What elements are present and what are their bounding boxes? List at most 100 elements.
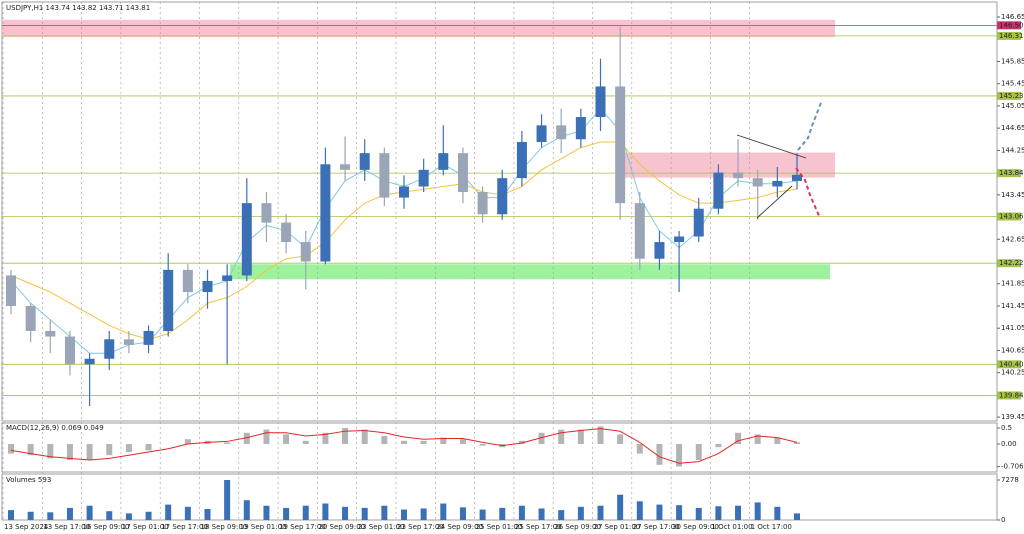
level-label: 139.84: [999, 391, 1024, 399]
macd-bar: [322, 432, 329, 444]
volume-bar: [125, 513, 132, 520]
macd-bar: [518, 440, 525, 444]
candle-body: [713, 172, 724, 209]
volume-bar: [106, 511, 113, 520]
volume-bar: [735, 505, 742, 520]
y-tick-label: 144.25: [1001, 146, 1024, 154]
macd-bar: [283, 434, 290, 444]
macd-bar: [754, 434, 761, 444]
y-tick-label: 145.05: [1001, 102, 1024, 110]
y-tick-label: 142.65: [1001, 235, 1024, 243]
y-tick-label: 141.05: [1001, 324, 1024, 332]
level-label: 145.23: [999, 92, 1024, 100]
level-label-box: [997, 391, 1021, 400]
candle-body: [104, 339, 115, 359]
macd-bar: [597, 426, 604, 444]
level-label: 140.40: [999, 360, 1024, 368]
level-label-box: [997, 21, 1021, 30]
candle-body: [182, 269, 193, 293]
volume-bar: [479, 509, 486, 520]
volume-bar: [695, 507, 702, 520]
macd-bar: [577, 429, 584, 444]
volume-bar: [224, 480, 231, 520]
macd-bar: [715, 443, 722, 448]
level-label-box: [997, 169, 1021, 178]
x-tick-label: 27 Sep 01:00: [594, 523, 641, 531]
candle-body: [536, 125, 547, 143]
level-label-box: [997, 212, 1021, 221]
macd-bar: [263, 429, 270, 444]
macd-bar: [86, 443, 93, 460]
candle-body: [359, 153, 370, 170]
x-tick-label: 17 Sep 01:00: [122, 523, 169, 531]
macd-bar: [27, 443, 34, 456]
macd-bar: [440, 437, 447, 444]
x-tick-label: 23 Sep 17:00: [397, 523, 444, 531]
macd-bar: [342, 427, 349, 444]
zone: [2, 19, 835, 38]
y-tick-label: 0: [1001, 516, 1005, 524]
volume-bar: [577, 506, 584, 520]
volume-bar: [145, 511, 152, 520]
level-label-box: [997, 91, 1021, 100]
macd-bar: [774, 437, 781, 444]
candle-body: [64, 336, 75, 365]
x-tick-label: 18 Sep 09:00: [201, 523, 248, 531]
candle-body: [438, 153, 449, 170]
candle-body: [674, 236, 685, 243]
x-tick-label: 25 Sep 01:00: [476, 523, 523, 531]
volume-bar: [401, 509, 407, 520]
forecast-up: [797, 99, 823, 151]
volume-bar: [499, 507, 506, 520]
macd-bar: [459, 439, 466, 444]
macd-bar: [145, 443, 152, 451]
x-tick-label: 24 Sep 09:00: [436, 523, 483, 531]
level-label: 143.84: [999, 169, 1024, 177]
volume-bar: [184, 506, 191, 520]
candle-body: [281, 222, 292, 243]
macd-bar: [676, 443, 683, 467]
macd-bar: [558, 429, 565, 444]
main-panel: [1, 1, 998, 422]
candle-body: [556, 125, 567, 140]
macd-bar: [381, 435, 388, 444]
candle-body: [261, 203, 272, 223]
candle-body: [45, 330, 56, 337]
volume-bar: [440, 503, 447, 520]
y-tick-label: 7278: [1001, 476, 1019, 484]
x-tick-label: 1 Oct 17:00: [751, 523, 792, 531]
candle-body: [457, 153, 468, 193]
macd-bar: [66, 443, 73, 460]
macd-bar: [243, 432, 250, 444]
volume-bar: [518, 505, 525, 520]
volume-bar: [302, 505, 309, 520]
volume-bar: [165, 504, 172, 520]
volume-bar: [27, 511, 34, 520]
candle-body: [25, 305, 36, 331]
candle-body: [241, 203, 252, 276]
volume-bar: [754, 502, 761, 520]
candle-body: [654, 242, 665, 259]
candle-body: [163, 269, 174, 331]
candle-body: [143, 330, 154, 345]
candle-body: [320, 164, 331, 262]
forecast-down: [795, 167, 821, 219]
macd-bar: [184, 439, 191, 444]
volume-bar: [361, 507, 368, 520]
level-label-box: [997, 31, 1021, 40]
volume-bar: [322, 503, 329, 520]
volume-bar: [794, 513, 800, 520]
candle-body: [6, 275, 16, 306]
level-label: 146.50: [999, 21, 1024, 29]
zones: [2, 19, 835, 280]
y-tick-label: 141.45: [1001, 302, 1024, 310]
candle-body: [615, 86, 626, 204]
volume-bar: [342, 506, 349, 520]
x-tick-label: 23 Sep 01:00: [358, 523, 405, 531]
x-tick-label: 20 Sep 09:00: [318, 523, 365, 531]
volume-bar: [8, 510, 14, 520]
candle-body: [399, 186, 409, 198]
macd-title: MACD(12,26,9) 0.069 0.049: [6, 424, 104, 432]
